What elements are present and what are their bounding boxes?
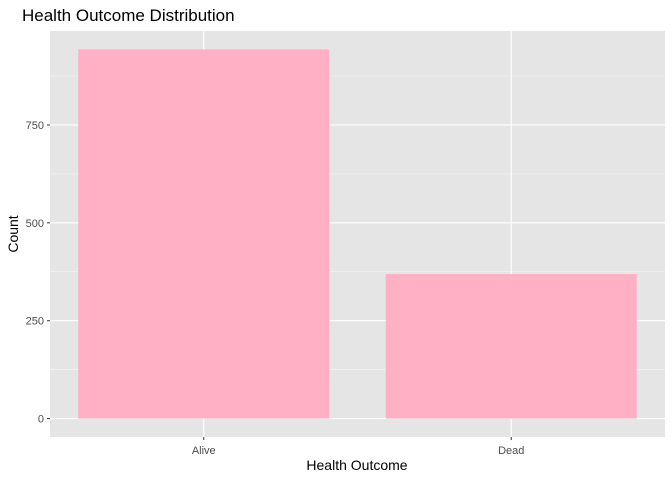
y-tick-label: 250 bbox=[26, 316, 44, 328]
x-tick-label: Dead bbox=[498, 445, 524, 457]
bar-dead bbox=[385, 274, 637, 419]
x-axis: Alive Dead bbox=[192, 437, 524, 457]
chart-title: Health Outcome Distribution bbox=[22, 6, 235, 25]
bar-alive bbox=[78, 49, 330, 419]
x-axis-title: Health Outcome bbox=[306, 457, 407, 473]
x-tick-label: Alive bbox=[192, 445, 216, 457]
y-tick-label: 750 bbox=[26, 120, 44, 132]
bars bbox=[78, 49, 637, 419]
y-axis: 0 250 500 750 bbox=[26, 120, 50, 426]
y-tick-label: 500 bbox=[26, 218, 44, 230]
y-axis-title: Count bbox=[5, 215, 21, 252]
y-tick-label: 0 bbox=[38, 414, 44, 426]
